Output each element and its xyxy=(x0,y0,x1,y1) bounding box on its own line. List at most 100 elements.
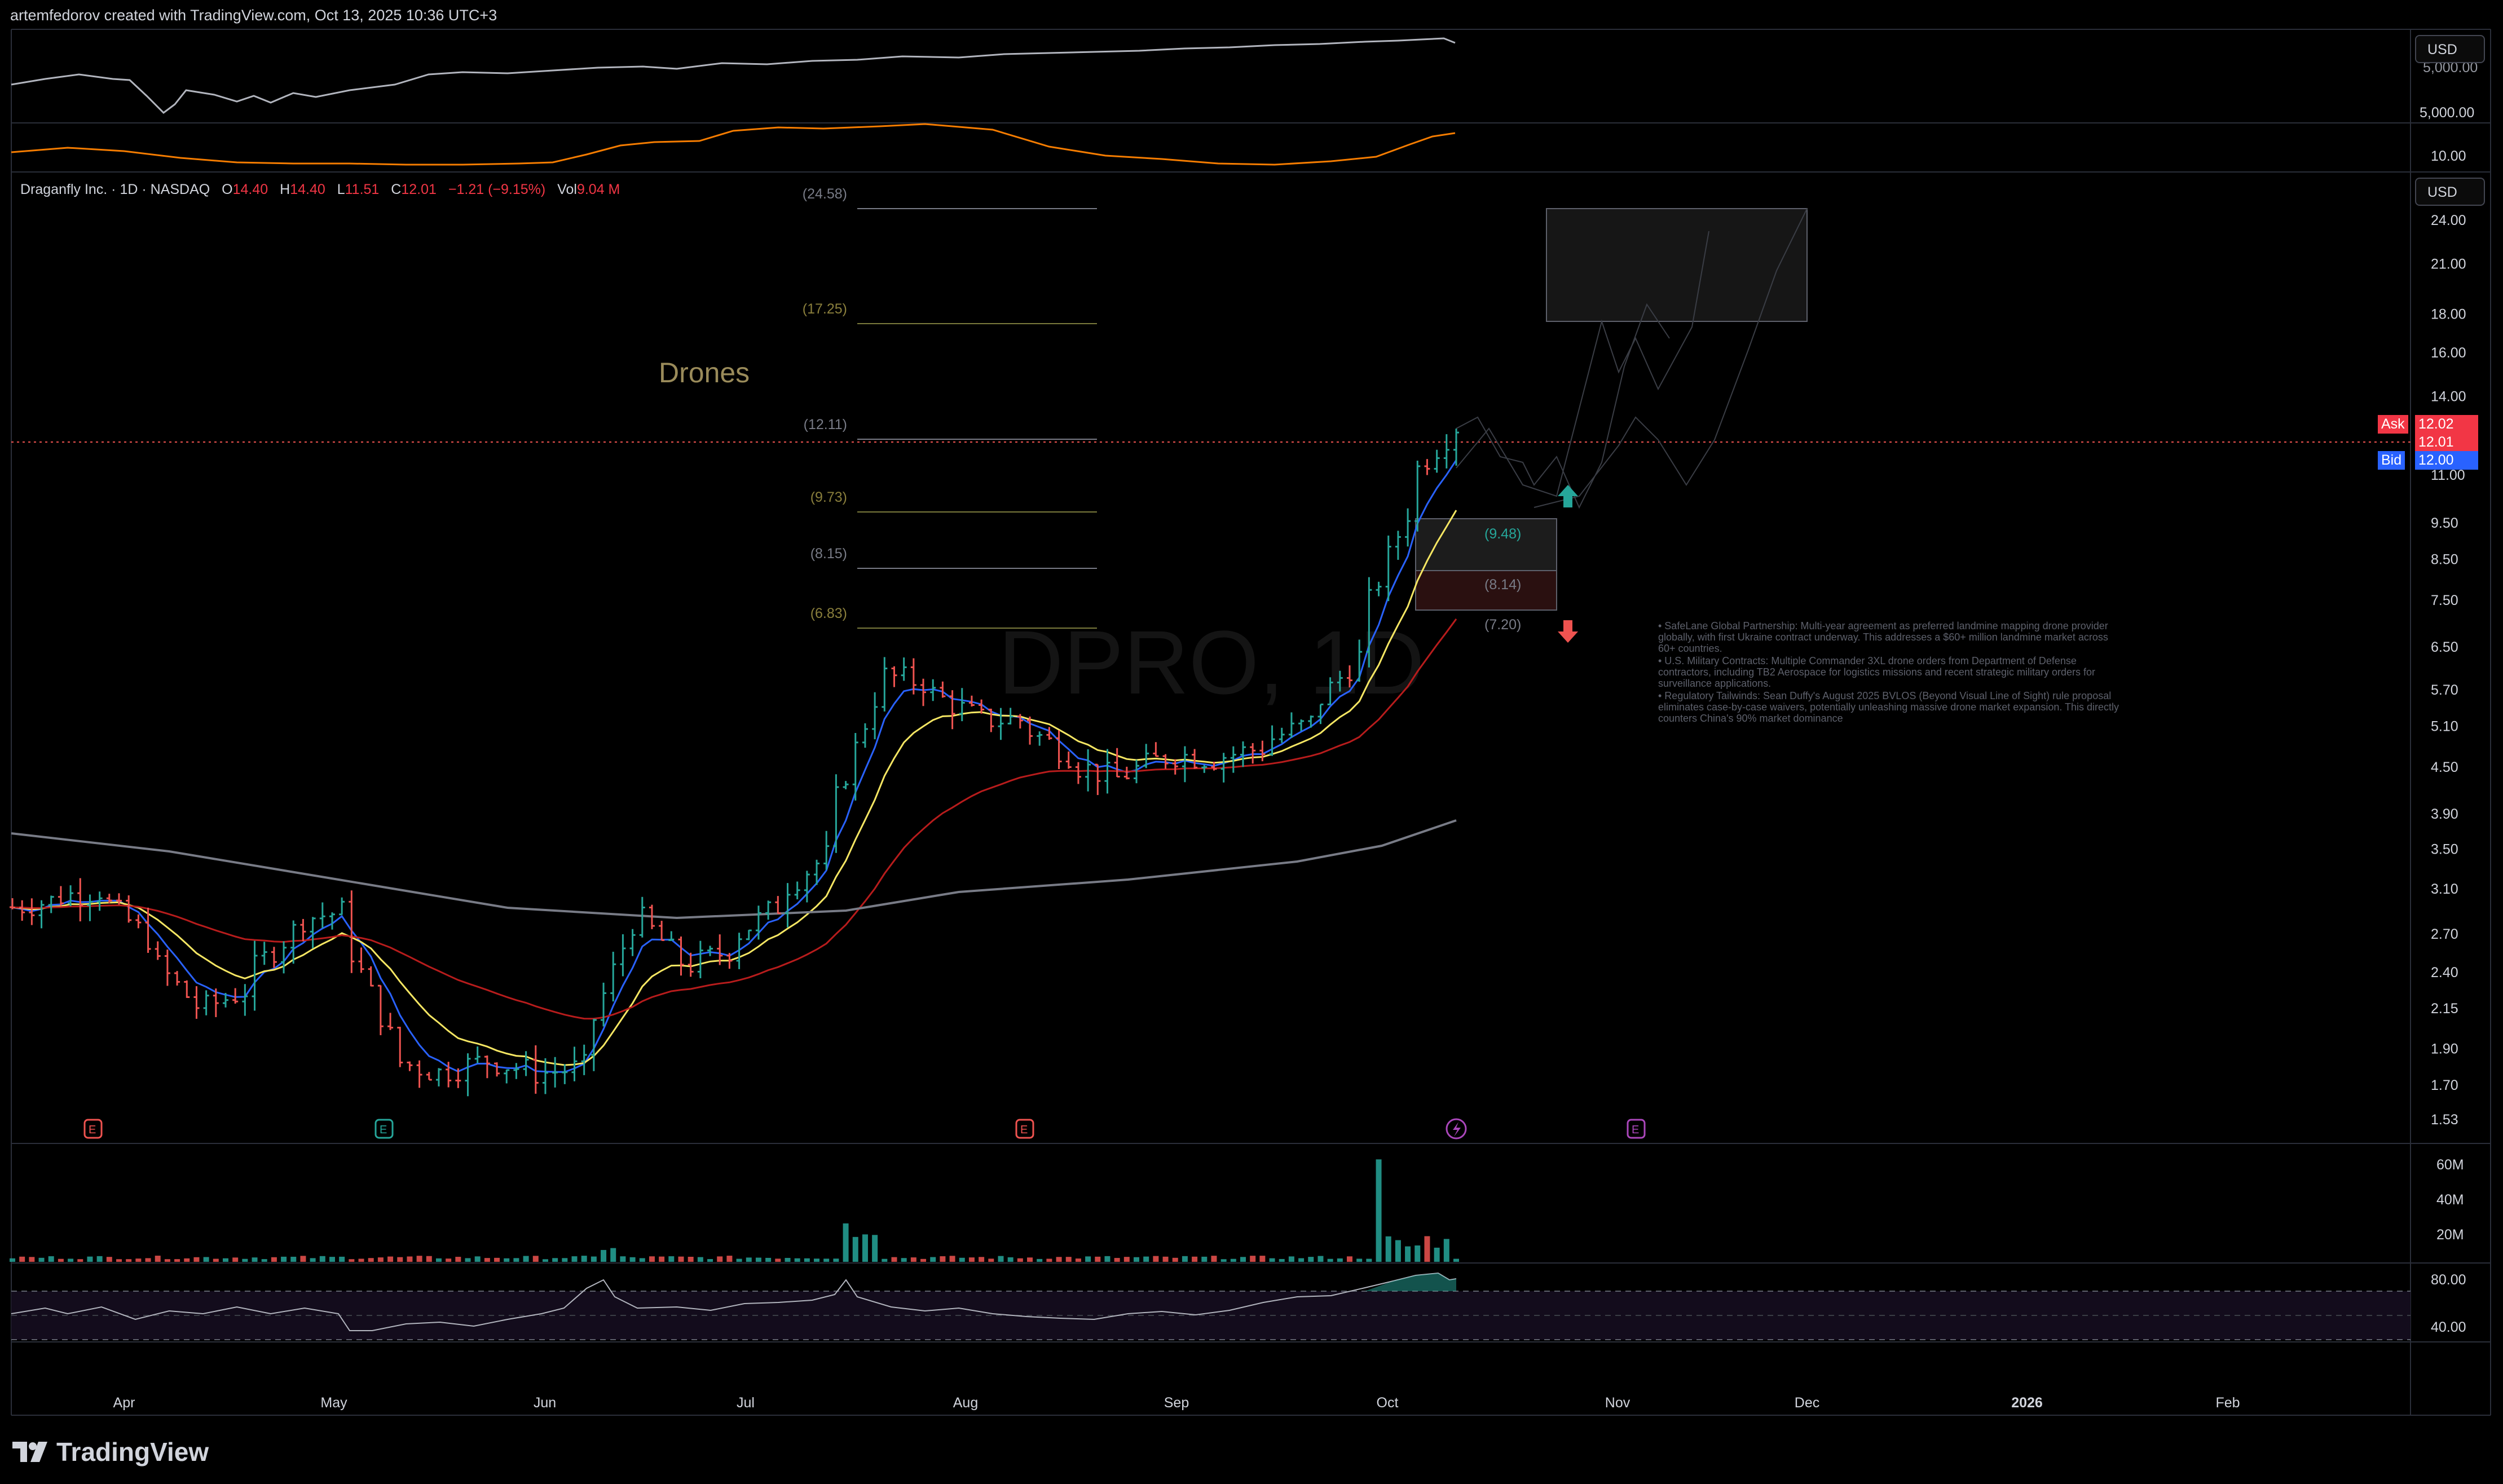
earnings-icon[interactable]: E xyxy=(83,1119,103,1139)
long-zone[interactable] xyxy=(1415,518,1557,571)
volume-bar xyxy=(19,1256,25,1262)
time-tick-label: May xyxy=(320,1395,347,1411)
tradingview-logo[interactable]: TradingView xyxy=(12,1437,209,1467)
note-item: • SafeLane Global Partnership: Multi-yea… xyxy=(1658,620,2108,654)
time-axis[interactable]: Apr May Jun Jul Aug Sep Oct Nov Dec 2026 Feb xyxy=(113,1395,2240,1411)
currency-button[interactable]: USD xyxy=(2415,35,2485,63)
time-tick-label: Jun xyxy=(534,1395,556,1411)
price-tick-label: 21.00 xyxy=(2431,256,2466,272)
volume-bar xyxy=(542,1259,548,1262)
volume-bar xyxy=(882,1258,888,1262)
price-tick-label: 3.90 xyxy=(2431,806,2458,822)
price-tick-label: 1.90 xyxy=(2431,1041,2458,1057)
high-label: H xyxy=(280,182,290,197)
high-value: 14.40 xyxy=(290,182,325,197)
earnings-icon[interactable]: E xyxy=(374,1119,394,1139)
volume-bar xyxy=(213,1258,219,1262)
volume-bar xyxy=(193,1257,200,1262)
volume-bar xyxy=(1230,1258,1236,1262)
volume-bar xyxy=(1007,1257,1013,1262)
volume-bar xyxy=(349,1259,355,1262)
volume-bar xyxy=(116,1259,122,1262)
rsi-axis: 80.00 40.00 xyxy=(2431,1272,2466,1335)
volume-bar xyxy=(523,1256,529,1262)
earnings-icon[interactable]: E xyxy=(1015,1119,1034,1139)
volume-bar xyxy=(1453,1258,1459,1262)
last-price-tag: 12.01 xyxy=(2415,433,2478,452)
price-tick-label: 5.10 xyxy=(2431,718,2458,734)
volume-bar xyxy=(232,1257,239,1262)
price-axis[interactable]: 24.00 21.00 18.00 16.00 14.00 11.00 9.50 8.50 7.… xyxy=(2431,213,2466,1128)
price-tick-label: 1.70 xyxy=(2431,1077,2458,1093)
volume-bar xyxy=(377,1257,384,1262)
volume-bar xyxy=(1298,1258,1305,1262)
event-markers[interactable]: E E E E xyxy=(83,1118,1646,1140)
projection-path-3[interactable] xyxy=(1533,208,1808,508)
volume-bar xyxy=(126,1259,132,1262)
volume-bar xyxy=(688,1256,694,1262)
volume-bar xyxy=(513,1258,519,1262)
volume-bar xyxy=(755,1257,761,1262)
notes-annotation[interactable]: • SafeLane Global Partnership: Multi-yea… xyxy=(1658,620,2121,725)
up-arrow-icon[interactable] xyxy=(1558,485,1578,507)
volume-bar xyxy=(145,1258,151,1262)
earnings-icon[interactable]: E xyxy=(1627,1119,1646,1139)
volume-bar xyxy=(649,1256,655,1262)
price-tick-label: 7.50 xyxy=(2431,593,2458,608)
volume-value: 9.04 M xyxy=(576,182,620,197)
volume-bar xyxy=(397,1257,403,1262)
time-tick-label: Feb xyxy=(2215,1395,2240,1411)
symbol-name[interactable]: Draganfly Inc. · 1D · NASDAQ xyxy=(20,182,210,197)
volume-bar xyxy=(843,1223,849,1262)
price-tick-label: 2.40 xyxy=(2431,965,2458,980)
volume-bar xyxy=(1317,1256,1324,1262)
volume-tick-label: 40M xyxy=(2436,1192,2464,1208)
lightning-icon[interactable] xyxy=(1446,1118,1467,1140)
volume-bar xyxy=(407,1256,413,1262)
volume-bar xyxy=(639,1258,645,1262)
projection-path-1[interactable] xyxy=(1456,303,1670,509)
volume-bar xyxy=(968,1257,975,1262)
volume-bar xyxy=(532,1256,539,1262)
volume-bar xyxy=(1134,1257,1140,1262)
time-tick-label: 2026 xyxy=(2011,1395,2043,1411)
symbol-legend[interactable]: Draganfly Inc. · 1D · NASDAQ O14.40 H14.… xyxy=(20,182,620,198)
volume-bar xyxy=(38,1257,45,1262)
panel-grid xyxy=(11,29,2491,1416)
projection-path-2[interactable] xyxy=(1456,231,1709,497)
time-tick-label: Nov xyxy=(1605,1395,1631,1411)
volume-bar xyxy=(494,1257,500,1262)
target-zone[interactable] xyxy=(1546,208,1808,322)
fib-retracement[interactable]: (24.58) (17.25) (12.11) (9.73) (8.15) (6.83) xyxy=(803,186,1097,629)
down-arrow-icon[interactable] xyxy=(1558,620,1578,643)
volume-bar xyxy=(1182,1256,1188,1262)
volume-bar xyxy=(1201,1256,1208,1262)
note-item: • Regulatory Tailwinds: Sean Duffy's Aug… xyxy=(1658,690,2119,724)
volume-bar xyxy=(339,1256,345,1262)
volume-bar xyxy=(717,1256,723,1262)
volume-bar xyxy=(1172,1257,1178,1262)
volume-bar xyxy=(901,1258,907,1262)
short-zone[interactable] xyxy=(1415,570,1557,611)
volume-bar xyxy=(416,1256,422,1262)
volume-bar xyxy=(77,1259,83,1262)
volume-bar xyxy=(203,1257,209,1262)
svg-text:10.00: 10.00 xyxy=(2431,148,2466,164)
volume-bar xyxy=(135,1258,142,1262)
low-value: 11.51 xyxy=(345,182,380,197)
time-tick-label: Jul xyxy=(737,1395,755,1411)
fib-level-label: (9.73) xyxy=(810,489,847,505)
volume-bar xyxy=(435,1258,442,1262)
price-tick-label: 5.70 xyxy=(2431,682,2458,698)
volume-bar xyxy=(446,1258,452,1262)
chart-attribution: artemfedorov created with TradingView.co… xyxy=(10,7,497,24)
drawing-label[interactable]: Drones xyxy=(659,357,750,388)
volume-label: Vol xyxy=(557,182,577,197)
currency-button[interactable]: USD xyxy=(2415,178,2485,206)
volume-tick-label: 20M xyxy=(2436,1227,2464,1243)
fib-level-label: (6.83) xyxy=(810,606,847,621)
volume-bar xyxy=(668,1256,675,1262)
volume-bar xyxy=(174,1259,180,1262)
volume-bar xyxy=(1405,1246,1411,1262)
